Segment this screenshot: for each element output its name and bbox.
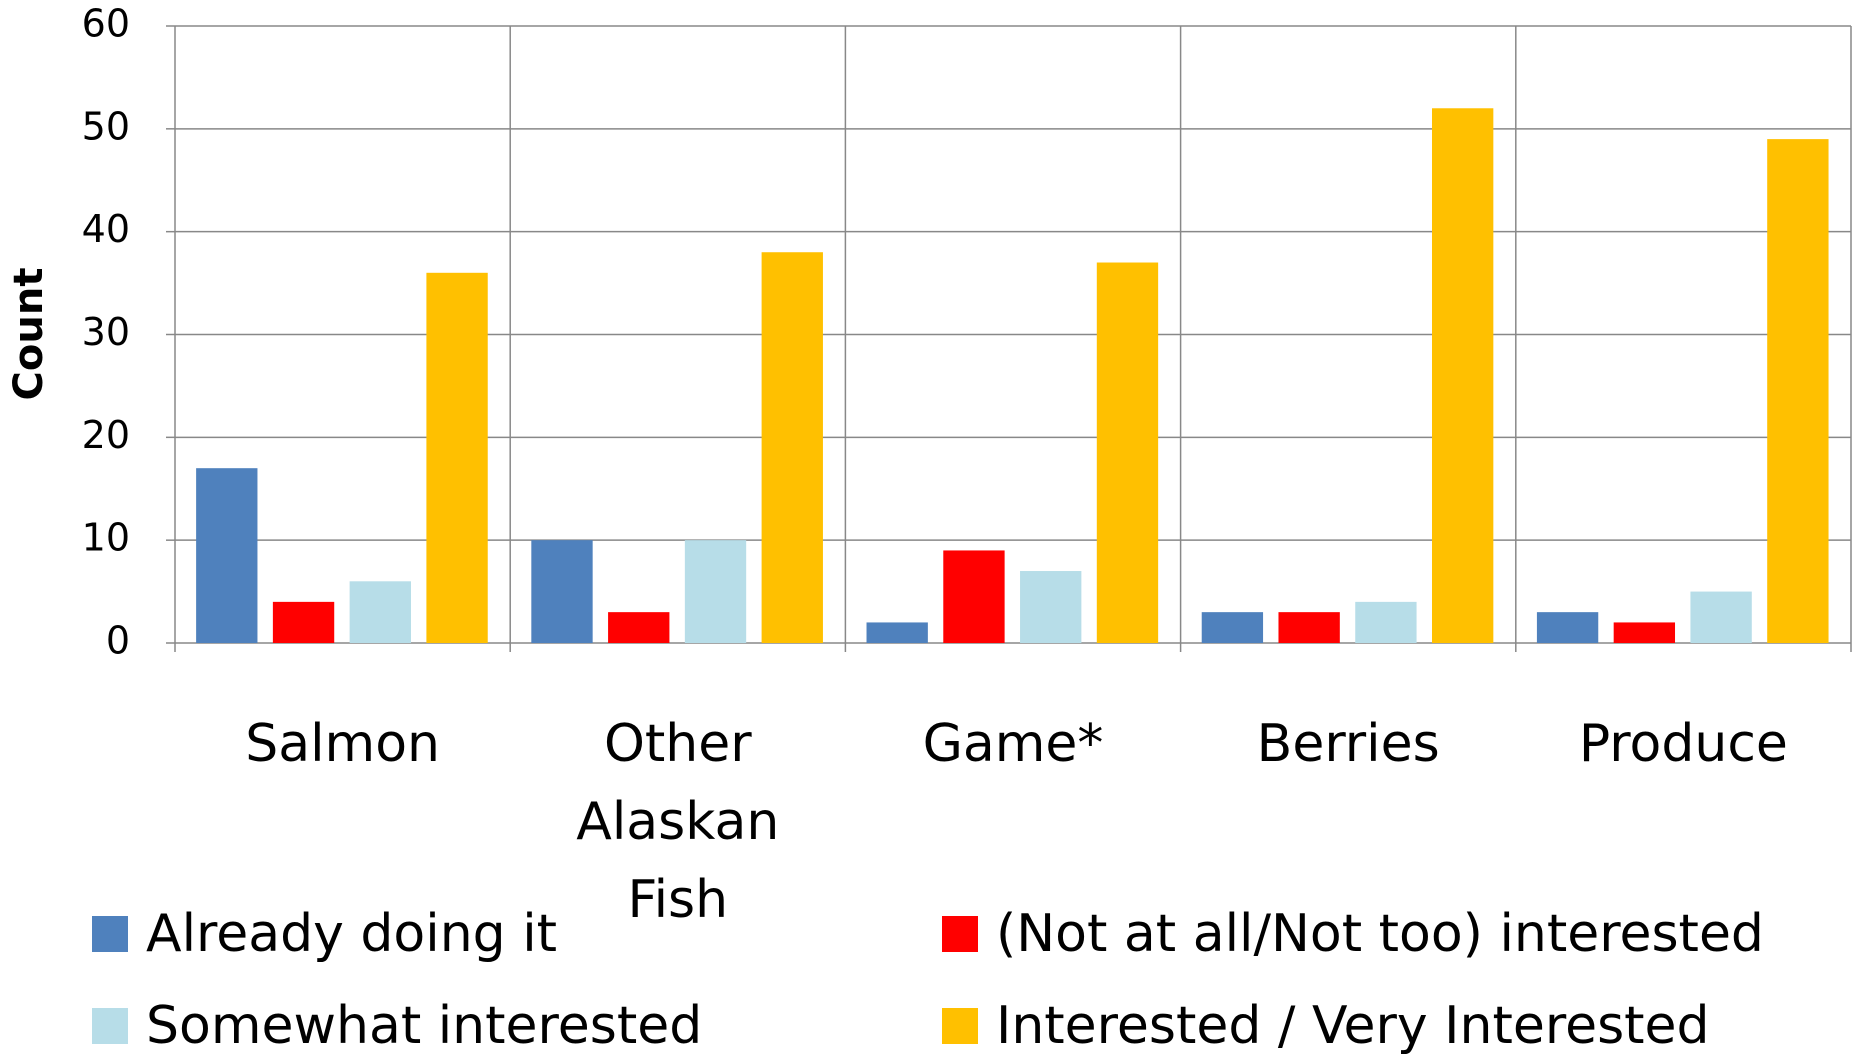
legend-label: (Not at all/Not too) interested (996, 904, 1764, 964)
x-tick-label: Berries (1256, 714, 1440, 774)
bar (272, 601, 335, 643)
y-tick-label: 60 (82, 2, 130, 46)
x-tick-label: Other Alaskan Fish (576, 714, 780, 930)
legend-item: Already doing it (92, 899, 557, 969)
bar (196, 468, 258, 643)
bar (1690, 591, 1752, 643)
y-tick-label: 50 (82, 104, 130, 148)
legend-item: Somewhat interested (92, 991, 702, 1061)
bar (1536, 612, 1599, 643)
bar (608, 612, 670, 643)
bar (531, 540, 593, 643)
legend-item: Interested / Very Interested (942, 991, 1710, 1061)
y-tick-label: 20 (82, 413, 130, 457)
bar (1201, 612, 1264, 643)
bar (1096, 262, 1159, 643)
bar (943, 550, 1005, 643)
y-tick-label: 10 (82, 516, 130, 560)
y-tick-label: 30 (82, 310, 130, 354)
bar (1613, 622, 1676, 643)
y-axis-label: Count (6, 268, 52, 401)
x-tick-label: Salmon (245, 714, 440, 774)
bar (349, 581, 411, 643)
legend-label: Interested / Very Interested (996, 996, 1710, 1056)
legend-swatch (92, 1008, 128, 1044)
legend-item: (Not at all/Not too) interested (942, 899, 1764, 969)
bar (1278, 612, 1340, 643)
bar (1767, 139, 1829, 643)
legend-swatch (942, 916, 978, 952)
bar (1020, 571, 1082, 643)
bar (1432, 108, 1494, 644)
x-tick-label: Game* (922, 714, 1104, 774)
bar (761, 252, 823, 643)
bar (684, 540, 747, 643)
bar (1355, 601, 1417, 643)
legend-swatch (92, 916, 128, 952)
legend-swatch (942, 1008, 978, 1044)
y-tick-label: 40 (82, 207, 130, 251)
legend-label: Somewhat interested (146, 996, 703, 1056)
legend-label: Already doing it (146, 904, 558, 964)
bar (866, 622, 928, 643)
y-tick-label: 0 (106, 619, 130, 663)
x-tick-label: Produce (1578, 714, 1788, 774)
bar (426, 272, 488, 643)
